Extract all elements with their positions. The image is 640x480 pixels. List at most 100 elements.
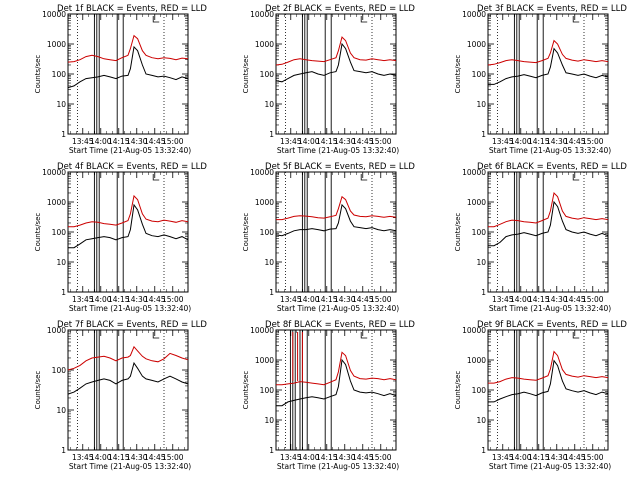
x-tick-label: 15:00 — [370, 295, 392, 304]
x-tick-label: 13:45 — [492, 137, 514, 146]
y-axis-label: Counts/sec — [34, 371, 42, 410]
y-axis-label: Counts/sec — [454, 55, 462, 94]
y-tick-label: 10 — [476, 258, 486, 267]
y-tick-label: 1000 — [467, 40, 486, 49]
x-tick-label: 14:30 — [334, 453, 356, 462]
bracket-marker — [152, 332, 160, 339]
plot-frame — [275, 329, 397, 451]
y-tick-label: 100 — [52, 228, 67, 237]
y-tick-label: 100 — [260, 228, 275, 237]
x-tick-label: 14:15 — [528, 295, 550, 304]
y-tick-label: 10000 — [462, 326, 486, 335]
x-tick-label: 13:45 — [72, 295, 94, 304]
x-tick-label: 13:45 — [72, 137, 94, 146]
y-tick-label: 100 — [472, 386, 487, 395]
x-tick-label: 13:45 — [280, 295, 302, 304]
series-line-lld — [487, 39, 609, 66]
x-axis-label: Start Time (21-Aug-05 13:32:40) — [277, 146, 399, 155]
y-axis-label: Counts/sec — [454, 371, 462, 410]
x-tick-label: 14:45 — [564, 295, 586, 304]
chart-panel: Det 5f BLACK = Events, RED = LLD 1 10 100 10… — [242, 162, 415, 313]
x-tick-label: 14:00 — [90, 453, 112, 462]
x-axis-label: Start Time (21-Aug-05 13:32:40) — [489, 304, 611, 313]
y-tick-label: 1 — [269, 446, 274, 455]
y-tick-label: 10000 — [42, 10, 66, 19]
x-tick-label: 15:00 — [162, 453, 184, 462]
y-tick-label: 100 — [472, 228, 487, 237]
chart-title: Det 4f BLACK = Events, RED = LLD — [57, 162, 207, 172]
chart-panel: Det 1f BLACK = Events, RED = LLD 1 10 100 10… — [34, 4, 207, 155]
series-line-events — [275, 42, 397, 83]
plot-frame — [275, 171, 397, 293]
chart-panel: Det 8f BLACK = Events, RED = LLD 1 10 100 10… — [242, 320, 415, 471]
y-tick-label: 1 — [481, 288, 486, 297]
bracket-marker — [360, 174, 368, 181]
y-tick-label: 1000 — [255, 198, 274, 207]
y-axis-label: Counts/sec — [34, 55, 42, 94]
chart-title: Det 3f BLACK = Events, RED = LLD — [477, 4, 627, 14]
chart-panel: Det 7f BLACK = Events, RED = LLD 1 10 100 10… — [34, 320, 207, 471]
x-axis-label: Start Time (21-Aug-05 13:32:40) — [69, 304, 191, 313]
bracket-marker — [152, 16, 160, 23]
x-tick-label: 14:30 — [546, 295, 568, 304]
y-axis-label: Counts/sec — [242, 213, 250, 252]
series-line-events — [68, 203, 189, 249]
x-tick-label: 14:15 — [316, 295, 338, 304]
y-axis-label: Counts/sec — [242, 55, 250, 94]
y-tick-label: 10 — [56, 406, 66, 415]
chart-panel: Det 4f BLACK = Events, RED = LLD 1 10 100 10… — [34, 162, 207, 313]
x-tick-label: 14:00 — [298, 453, 320, 462]
y-tick-label: 1000 — [47, 198, 66, 207]
y-axis-label: Counts/sec — [454, 213, 462, 252]
x-tick-label: 13:45 — [72, 453, 94, 462]
bracket-marker — [152, 174, 160, 181]
y-tick-label: 100 — [472, 70, 487, 79]
x-tick-label: 14:45 — [144, 137, 166, 146]
x-axis-label: Start Time (21-Aug-05 13:32:40) — [277, 462, 399, 471]
y-tick-label: 10000 — [462, 168, 486, 177]
x-tick-label: 15:00 — [582, 295, 604, 304]
x-axis-label: Start Time (21-Aug-05 13:32:40) — [69, 146, 191, 155]
x-tick-label: 14:15 — [108, 137, 130, 146]
y-tick-label: 10 — [264, 258, 274, 267]
chart-panel: Det 2f BLACK = Events, RED = LLD 1 10 100 10… — [242, 4, 415, 155]
x-tick-label: 14:30 — [126, 137, 148, 146]
y-tick-label: 1000 — [467, 198, 486, 207]
series-line-lld — [275, 36, 397, 66]
x-tick-label: 14:15 — [316, 137, 338, 146]
y-tick-label: 1000 — [255, 356, 274, 365]
chart-panel: Det 9f BLACK = Events, RED = LLD 1 10 100 10… — [454, 320, 627, 471]
y-tick-label: 10 — [476, 100, 486, 109]
y-tick-label: 1 — [269, 130, 274, 139]
series-line-lld — [67, 345, 189, 371]
chart-title: Det 2f BLACK = Events, RED = LLD — [265, 4, 415, 14]
x-tick-label: 14:00 — [510, 137, 532, 146]
y-tick-label: 10 — [264, 416, 274, 425]
chart-title: Det 1f BLACK = Events, RED = LLD — [57, 4, 207, 14]
y-tick-label: 1 — [61, 446, 66, 455]
chart-panel: Det 3f BLACK = Events, RED = LLD 1 10 100 10… — [454, 4, 627, 155]
bracket-marker — [572, 16, 580, 23]
y-tick-label: 100 — [52, 366, 67, 375]
y-tick-label: 1000 — [47, 40, 66, 49]
x-tick-label: 14:30 — [126, 295, 148, 304]
x-tick-label: 14:45 — [352, 295, 374, 304]
y-tick-label: 10000 — [250, 326, 274, 335]
y-tick-label: 10 — [264, 100, 274, 109]
x-tick-label: 14:30 — [334, 137, 356, 146]
x-tick-label: 13:45 — [280, 453, 302, 462]
x-tick-label: 13:45 — [280, 137, 302, 146]
series-line-events — [67, 45, 189, 89]
x-tick-label: 14:45 — [352, 453, 374, 462]
y-tick-label: 1000 — [255, 40, 274, 49]
series-line-lld — [488, 191, 609, 228]
y-tick-label: 1000 — [467, 356, 486, 365]
x-axis-label: Start Time (21-Aug-05 13:32:40) — [489, 462, 611, 471]
y-tick-label: 100 — [52, 70, 67, 79]
y-tick-label: 1000 — [47, 326, 66, 335]
series-line-lld — [276, 195, 397, 221]
chart-title: Det 8f BLACK = Events, RED = LLD — [265, 320, 415, 330]
series-line-lld — [68, 194, 189, 228]
x-tick-label: 14:00 — [90, 137, 112, 146]
